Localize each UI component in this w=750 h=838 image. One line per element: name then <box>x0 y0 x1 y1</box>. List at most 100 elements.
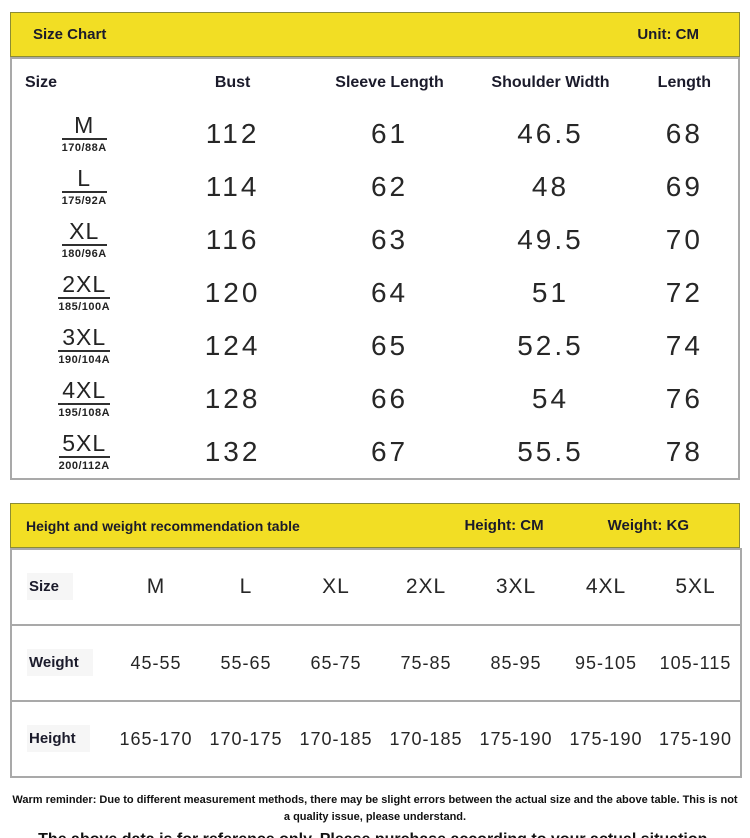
size-row-label: Size <box>27 573 74 600</box>
footer-notes: Warm reminder: Due to different measurem… <box>10 792 740 838</box>
length-value: 78 <box>665 435 703 467</box>
column-header-size: Size <box>25 74 58 91</box>
height-row-label: Height <box>27 725 90 752</box>
size-chart-table: Size Bust Sleeve Length Shoulder Width L… <box>10 57 740 480</box>
height-unit-label: Height: CM <box>464 517 544 534</box>
size-option: M <box>146 575 166 598</box>
recommendation-header-bar: Height and weight recommendation table H… <box>10 503 740 548</box>
size-spec: 200/112A <box>58 460 110 473</box>
size-option: 5XL <box>675 575 716 598</box>
size-chart-row-2xl: 2XL 185/100A 120 64 51 72 <box>11 266 739 319</box>
shoulder-width-value: 55.5 <box>517 435 584 467</box>
size-chart-row-xl: XL 180/96A 116 63 49.5 70 <box>11 213 739 266</box>
bust-value: 120 <box>204 276 261 308</box>
size-fraction: 5XL 200/112A <box>58 431 110 473</box>
size-option: XL <box>322 575 350 598</box>
size-chart-row-l: L 175/92A 114 62 48 69 <box>11 160 739 213</box>
size-option: 3XL <box>495 575 537 598</box>
size-fraction: L 175/92A <box>61 166 107 208</box>
weight-unit-label: Weight: KG <box>607 517 689 534</box>
size-chart-row-3xl: 3XL 190/104A 124 65 52.5 74 <box>11 319 739 372</box>
size-chart-header-bar: Size Chart Unit: CM <box>10 12 740 57</box>
column-header-sleeve-length: Sleeve Length <box>335 74 444 91</box>
size-spec: 195/108A <box>58 407 111 420</box>
sleeve-length-value: 66 <box>370 382 409 414</box>
size-chart-title: Size Chart <box>33 26 107 43</box>
weight-range: 85-95 <box>471 624 561 701</box>
size-spec: 190/104A <box>58 354 111 367</box>
sleeve-length-value: 63 <box>370 223 409 255</box>
shoulder-width-value: 49.5 <box>517 223 584 255</box>
size-option: 4XL <box>585 575 627 598</box>
length-value: 76 <box>665 382 703 414</box>
height-range: 175-190 <box>471 700 561 777</box>
bust-value: 132 <box>204 435 261 467</box>
length-value: 68 <box>665 117 703 149</box>
recommendation-size-row: Size M L XL 2XL 3XL 4XL 5XL <box>11 549 741 625</box>
size-label: M <box>61 113 107 141</box>
weight-range: 95-105 <box>561 624 651 701</box>
shoulder-width-value: 48 <box>531 170 570 202</box>
length-value: 74 <box>665 329 703 361</box>
weight-row-label: Weight <box>27 649 93 676</box>
size-chart-header-row: Size Bust Sleeve Length Shoulder Width L… <box>11 58 739 107</box>
size-option: 2XL <box>405 575 447 598</box>
size-label: 3XL <box>58 325 111 353</box>
size-label: 4XL <box>58 378 111 406</box>
shoulder-width-value: 51 <box>531 276 570 308</box>
size-label: 2XL <box>58 272 111 300</box>
warm-reminder-text: Warm reminder: Due to different measurem… <box>12 794 738 823</box>
size-chart-unit-label: Unit: CM <box>637 26 699 43</box>
height-range: 170-175 <box>201 700 291 777</box>
column-header-bust: Bust <box>214 74 251 91</box>
height-range: 170-185 <box>381 700 471 777</box>
bust-value: 114 <box>205 170 260 202</box>
section-spacer <box>10 480 740 503</box>
column-header-length: Length <box>657 74 711 91</box>
column-header-shoulder-width: Shoulder Width <box>491 74 610 91</box>
weight-range: 45-55 <box>111 624 201 701</box>
sleeve-length-value: 62 <box>370 170 409 202</box>
height-range: 170-185 <box>291 700 381 777</box>
sleeve-length-value: 61 <box>370 117 409 149</box>
reference-note-text: The above data is for reference only. Pl… <box>10 831 740 838</box>
recommendation-height-row: Height 165-170 170-175 170-185 170-185 1… <box>11 700 741 777</box>
shoulder-width-value: 54 <box>531 382 570 414</box>
shoulder-width-value: 52.5 <box>517 329 584 361</box>
sleeve-length-value: 65 <box>370 329 409 361</box>
bust-value: 112 <box>205 117 260 149</box>
size-spec: 175/92A <box>61 195 107 208</box>
size-fraction: XL 180/96A <box>61 219 107 260</box>
weight-range: 75-85 <box>381 624 471 701</box>
weight-range: 55-65 <box>201 624 291 701</box>
size-chart-row-5xl: 5XL 200/112A 132 67 55.5 78 <box>11 425 739 479</box>
weight-range: 65-75 <box>291 624 381 701</box>
length-value: 69 <box>665 170 703 202</box>
recommendation-weight-row: Weight 45-55 55-65 65-75 75-85 85-95 95-… <box>11 624 741 701</box>
size-chart-row-4xl: 4XL 195/108A 128 66 54 76 <box>11 372 739 425</box>
weight-range: 105-115 <box>651 624 741 701</box>
size-fraction: M 170/88A <box>61 113 107 155</box>
height-range: 175-190 <box>561 700 651 777</box>
size-fraction: 4XL 195/108A <box>58 378 111 420</box>
bust-value: 128 <box>204 382 261 414</box>
size-spec: 185/100A <box>58 301 111 314</box>
shoulder-width-value: 46.5 <box>517 117 584 149</box>
size-fraction: 2XL 185/100A <box>58 272 111 314</box>
length-value: 72 <box>665 276 703 308</box>
size-label: XL <box>61 219 107 247</box>
size-fraction: 3XL 190/104A <box>58 325 111 367</box>
size-spec: 170/88A <box>61 142 107 155</box>
size-label: L <box>61 166 107 194</box>
sleeve-length-value: 67 <box>370 435 409 467</box>
height-range: 175-190 <box>651 700 741 777</box>
recommendation-title: Height and weight recommendation table <box>26 517 300 534</box>
size-label: 5XL <box>58 431 110 459</box>
bust-value: 116 <box>205 223 260 255</box>
size-chart-row-m: M 170/88A 112 61 46.5 68 <box>11 107 739 160</box>
bust-value: 124 <box>204 329 261 361</box>
recommendation-table: Size M L XL 2XL 3XL 4XL 5XL Weight 45-55… <box>10 548 742 778</box>
sleeve-length-value: 64 <box>370 276 409 308</box>
size-option: L <box>239 575 253 598</box>
